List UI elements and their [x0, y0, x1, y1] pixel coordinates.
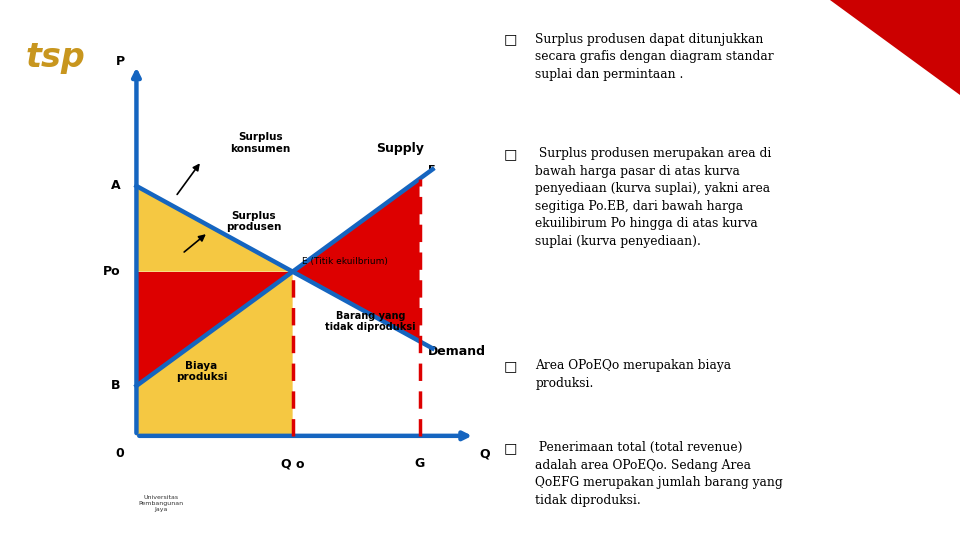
Text: A: A [110, 179, 120, 192]
Text: □: □ [504, 441, 517, 455]
Text: Penerimaan total (total revenue)
adalah area OPoEQo. Sedang Area
QoEFG merupakan: Penerimaan total (total revenue) adalah … [536, 441, 783, 507]
Text: Universitas
Pembangunan
Jaya: Universitas Pembangunan Jaya [138, 495, 183, 512]
Text: Demand: Demand [428, 345, 486, 358]
Text: P: P [115, 55, 125, 68]
Text: JL.CENDRAWASIH NO.1 SAWAH BARU, CIPUTAT 15413 TANGERANG SELATAN: JL.CENDRAWASIH NO.1 SAWAH BARU, CIPUTAT … [227, 515, 620, 524]
Text: Po: Po [103, 265, 120, 278]
Text: □: □ [504, 359, 517, 373]
Text: Area OPoEQo merupakan biaya
produksi.: Area OPoEQo merupakan biaya produksi. [536, 359, 732, 389]
Text: Surplus produsen merupakan area di
bawah harga pasar di atas kurva
penyediaan (k: Surplus produsen merupakan area di bawah… [536, 147, 772, 248]
Polygon shape [830, 0, 960, 94]
Text: 0: 0 [116, 447, 125, 460]
Text: Supply: Supply [376, 142, 424, 155]
Text: □: □ [504, 32, 517, 46]
Text: G: G [415, 457, 424, 470]
Text: tsp: tsp [25, 40, 85, 73]
Polygon shape [136, 272, 293, 386]
Text: Surplus
produsen: Surplus produsen [226, 211, 281, 233]
Text: Surplus produsen dapat ditunjukkan
secara grafis dengan diagram standar
suplai d: Surplus produsen dapat ditunjukkan secar… [536, 32, 774, 80]
Polygon shape [293, 179, 420, 341]
Polygon shape [136, 186, 293, 272]
Text: Q o: Q o [281, 457, 304, 470]
Text: UNIVERSITAS PEMBANGUNAN JAYA: UNIVERSITAS PEMBANGUNAN JAYA [227, 485, 513, 500]
Text: Q: Q [479, 447, 490, 460]
Polygon shape [136, 272, 293, 436]
Text: E (Titik ekuilbrium): E (Titik ekuilbrium) [302, 257, 388, 266]
Text: Biaya
produksi: Biaya produksi [176, 361, 228, 382]
Text: Surplus
konsumen: Surplus konsumen [230, 132, 290, 154]
Text: □: □ [504, 147, 517, 161]
Text: Barang yang
tidak diproduksi: Barang yang tidak diproduksi [325, 311, 416, 333]
Text: F: F [428, 165, 435, 176]
Text: B: B [110, 380, 120, 393]
